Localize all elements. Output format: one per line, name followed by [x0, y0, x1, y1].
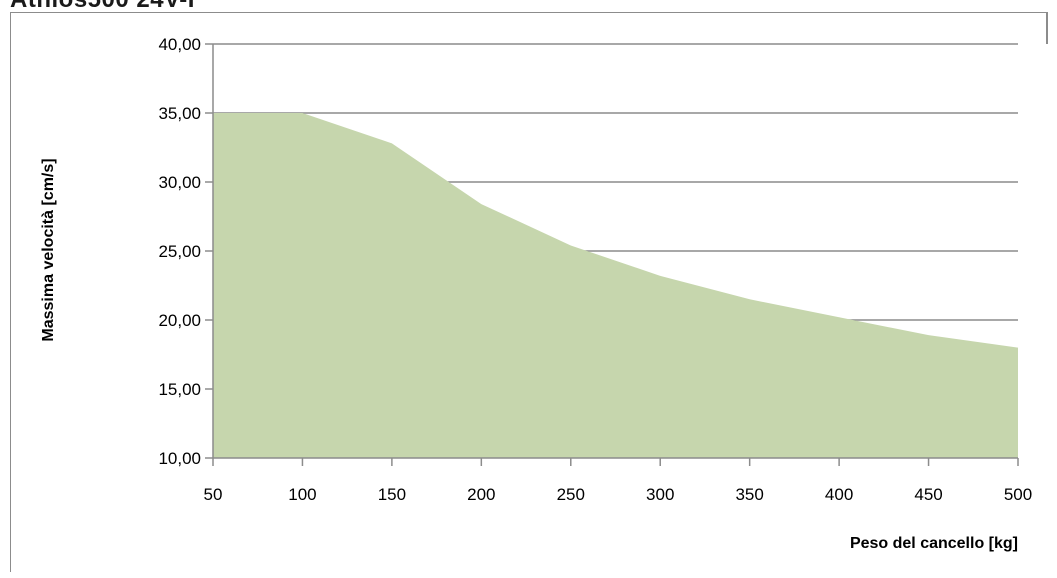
x-tick-label: 500 — [1004, 485, 1032, 504]
x-axis-title: Peso del cancello [kg] — [850, 535, 1018, 552]
chart-title: Athlos500 24V-I — [10, 0, 195, 14]
y-tick-label: 25,00 — [158, 242, 201, 261]
x-tick-label: 100 — [288, 485, 316, 504]
y-tick-label: 30,00 — [158, 173, 201, 192]
area-series — [212, 112, 1019, 458]
x-tick-label: 300 — [646, 485, 674, 504]
axes — [212, 44, 1019, 466]
y-tick-label: 35,00 — [158, 104, 201, 123]
x-tick-label: 200 — [467, 485, 495, 504]
y-tick-label: 20,00 — [158, 311, 201, 330]
x-tick-label: 150 — [378, 485, 406, 504]
y-tick-labels: 10,00 15,00 20,00 25,00 30,00 35,00 40,00 — [158, 35, 201, 468]
y-tick-label: 10,00 — [158, 449, 201, 468]
y-tick-label: 15,00 — [158, 380, 201, 399]
y-tick-label: 40,00 — [158, 35, 201, 54]
x-tick-label: 50 — [204, 485, 223, 504]
chart-frame — [10, 12, 1046, 572]
x-tick-label: 400 — [825, 485, 853, 504]
y-axis-title: Massima velocità [cm/s] — [40, 158, 57, 341]
x-tick-label: 350 — [735, 485, 763, 504]
x-tick-label: 250 — [557, 485, 585, 504]
x-tick-label: 450 — [914, 485, 942, 504]
area-fill — [213, 113, 1018, 458]
x-tick-labels: 50 100 150 200 250 300 350 400 450 500 — [204, 485, 1033, 504]
frame-edge — [1046, 12, 1048, 44]
